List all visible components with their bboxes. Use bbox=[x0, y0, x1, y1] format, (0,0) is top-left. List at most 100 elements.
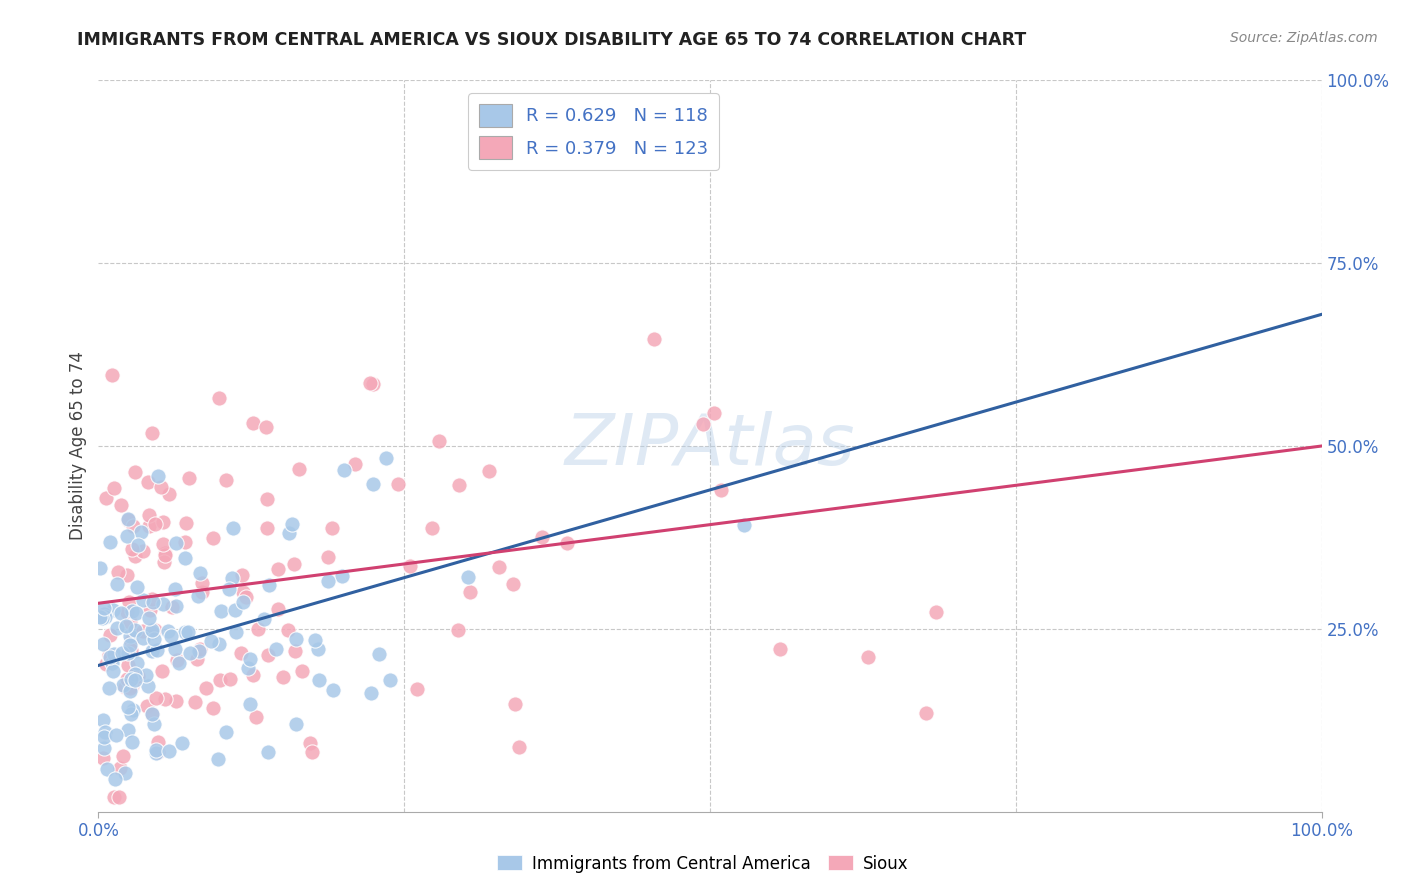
Point bbox=[165, 694, 187, 708]
Point bbox=[96, 762, 118, 776]
Point bbox=[121, 735, 143, 749]
Point bbox=[239, 697, 262, 711]
Point bbox=[201, 701, 224, 715]
Point bbox=[141, 707, 163, 722]
Legend: R = 0.629   N = 118, R = 0.379   N = 123: R = 0.629 N = 118, R = 0.379 N = 123 bbox=[468, 93, 718, 170]
Point bbox=[184, 695, 207, 709]
Point bbox=[152, 597, 174, 611]
Point bbox=[93, 713, 115, 727]
Point bbox=[145, 691, 167, 706]
Point bbox=[264, 641, 287, 656]
Point bbox=[138, 519, 160, 533]
Point bbox=[138, 679, 160, 693]
Point bbox=[201, 531, 224, 545]
Point bbox=[232, 595, 254, 609]
Point bbox=[768, 642, 790, 657]
Point bbox=[399, 558, 422, 573]
Point bbox=[914, 706, 936, 720]
Point bbox=[301, 745, 323, 759]
Point bbox=[165, 599, 187, 614]
Point bbox=[117, 646, 139, 660]
Point bbox=[132, 593, 155, 607]
Point bbox=[107, 790, 129, 805]
Point bbox=[141, 591, 163, 606]
Point bbox=[375, 450, 398, 465]
Point bbox=[253, 611, 276, 625]
Point bbox=[118, 638, 141, 652]
Point bbox=[200, 634, 222, 648]
Point bbox=[138, 508, 160, 523]
Point bbox=[254, 419, 277, 434]
Point bbox=[225, 624, 247, 639]
Point bbox=[93, 637, 115, 651]
Point bbox=[94, 491, 117, 506]
Point bbox=[284, 717, 307, 731]
Point bbox=[363, 377, 385, 392]
Point bbox=[121, 703, 143, 717]
Point bbox=[103, 772, 125, 786]
Point bbox=[232, 584, 254, 599]
Point bbox=[139, 603, 162, 617]
Point bbox=[157, 743, 180, 757]
Point bbox=[107, 565, 129, 579]
Point bbox=[117, 700, 139, 714]
Point bbox=[115, 605, 138, 619]
Point bbox=[98, 650, 121, 665]
Point bbox=[101, 664, 124, 678]
Point bbox=[152, 537, 174, 551]
Point bbox=[406, 682, 429, 697]
Point bbox=[174, 551, 197, 566]
Text: IMMIGRANTS FROM CENTRAL AMERICA VS SIOUX DISABILITY AGE 65 TO 74 CORRELATION CHA: IMMIGRANTS FROM CENTRAL AMERICA VS SIOUX… bbox=[77, 31, 1026, 49]
Point bbox=[117, 723, 139, 737]
Point bbox=[284, 644, 307, 658]
Point bbox=[387, 476, 409, 491]
Point bbox=[420, 521, 443, 535]
Point bbox=[703, 406, 725, 420]
Point bbox=[127, 580, 149, 594]
Point bbox=[131, 543, 153, 558]
Point bbox=[125, 606, 148, 620]
Point bbox=[218, 582, 240, 596]
Point bbox=[125, 656, 148, 670]
Point bbox=[94, 725, 117, 739]
Point bbox=[177, 625, 200, 640]
Point bbox=[96, 657, 118, 671]
Point bbox=[117, 658, 139, 673]
Point bbox=[288, 462, 311, 476]
Point bbox=[118, 595, 141, 609]
Point bbox=[236, 660, 259, 674]
Point bbox=[170, 736, 193, 750]
Point bbox=[146, 745, 169, 759]
Point bbox=[124, 465, 146, 479]
Point bbox=[124, 549, 146, 564]
Point bbox=[163, 642, 186, 657]
Point bbox=[98, 648, 121, 662]
Point bbox=[101, 657, 124, 671]
Point bbox=[360, 685, 382, 699]
Point bbox=[221, 571, 243, 585]
Point bbox=[117, 513, 139, 527]
Point bbox=[208, 637, 231, 651]
Point bbox=[277, 623, 299, 637]
Point bbox=[145, 516, 167, 531]
Point bbox=[191, 585, 214, 599]
Point bbox=[121, 604, 143, 618]
Point bbox=[359, 376, 381, 391]
Point bbox=[259, 578, 281, 592]
Point bbox=[143, 632, 166, 646]
Point bbox=[256, 745, 278, 759]
Point bbox=[89, 609, 111, 624]
Point bbox=[124, 667, 146, 681]
Point bbox=[138, 611, 160, 625]
Point bbox=[224, 603, 246, 617]
Point bbox=[174, 624, 197, 639]
Point bbox=[643, 333, 665, 347]
Point bbox=[186, 652, 208, 666]
Point bbox=[858, 650, 880, 665]
Point bbox=[153, 548, 176, 562]
Point bbox=[457, 570, 479, 584]
Point bbox=[692, 417, 714, 432]
Point bbox=[145, 743, 167, 757]
Point bbox=[229, 646, 252, 660]
Point bbox=[120, 684, 142, 698]
